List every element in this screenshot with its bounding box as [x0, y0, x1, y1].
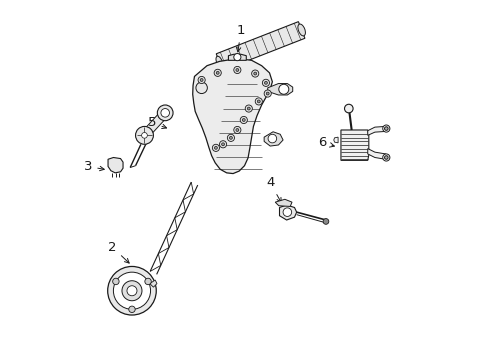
- Circle shape: [135, 126, 153, 144]
- Polygon shape: [267, 84, 292, 95]
- Circle shape: [257, 100, 260, 103]
- Circle shape: [235, 129, 238, 131]
- Polygon shape: [264, 132, 283, 146]
- Circle shape: [157, 105, 173, 121]
- Circle shape: [112, 278, 119, 285]
- Circle shape: [233, 66, 241, 73]
- Polygon shape: [149, 280, 157, 287]
- Circle shape: [127, 286, 137, 296]
- Circle shape: [113, 272, 150, 309]
- Circle shape: [227, 134, 234, 141]
- Circle shape: [344, 104, 352, 113]
- Polygon shape: [367, 149, 388, 159]
- Polygon shape: [367, 126, 388, 135]
- Circle shape: [323, 219, 328, 224]
- Circle shape: [382, 125, 389, 132]
- Text: 4: 4: [265, 176, 281, 202]
- Polygon shape: [228, 54, 246, 60]
- Circle shape: [384, 127, 387, 130]
- Circle shape: [122, 281, 142, 301]
- Polygon shape: [108, 157, 123, 173]
- Circle shape: [216, 71, 219, 74]
- Circle shape: [242, 118, 244, 121]
- Circle shape: [267, 134, 276, 143]
- Circle shape: [266, 92, 268, 95]
- Circle shape: [161, 109, 169, 117]
- Circle shape: [283, 208, 291, 216]
- Circle shape: [221, 143, 224, 146]
- Circle shape: [144, 278, 151, 285]
- Circle shape: [214, 147, 217, 149]
- Text: 5: 5: [148, 116, 166, 129]
- Circle shape: [219, 141, 226, 148]
- Circle shape: [255, 98, 262, 105]
- Circle shape: [212, 144, 219, 152]
- Circle shape: [200, 78, 203, 81]
- Circle shape: [278, 84, 288, 94]
- Circle shape: [214, 69, 221, 76]
- Polygon shape: [216, 22, 305, 71]
- Circle shape: [251, 70, 258, 77]
- Circle shape: [128, 306, 135, 312]
- Polygon shape: [340, 130, 368, 160]
- Polygon shape: [333, 137, 337, 143]
- Circle shape: [142, 132, 147, 138]
- Text: 6: 6: [318, 136, 334, 149]
- Text: 2: 2: [108, 240, 129, 263]
- Ellipse shape: [297, 24, 305, 36]
- Circle shape: [107, 266, 156, 315]
- Circle shape: [196, 82, 207, 94]
- Text: 1: 1: [236, 24, 244, 52]
- Circle shape: [198, 76, 205, 84]
- Circle shape: [262, 79, 269, 86]
- Polygon shape: [141, 110, 168, 138]
- Circle shape: [233, 126, 241, 134]
- Circle shape: [247, 107, 250, 110]
- Circle shape: [382, 154, 389, 161]
- Circle shape: [229, 136, 232, 139]
- Circle shape: [240, 116, 247, 123]
- Circle shape: [253, 72, 256, 75]
- Circle shape: [384, 156, 387, 159]
- Circle shape: [233, 54, 241, 61]
- Circle shape: [264, 90, 271, 97]
- Circle shape: [244, 105, 252, 112]
- Circle shape: [264, 81, 267, 84]
- Ellipse shape: [216, 56, 223, 68]
- Polygon shape: [279, 205, 296, 220]
- Polygon shape: [275, 199, 291, 206]
- Polygon shape: [192, 59, 272, 174]
- Text: 3: 3: [83, 160, 104, 173]
- Circle shape: [235, 68, 238, 71]
